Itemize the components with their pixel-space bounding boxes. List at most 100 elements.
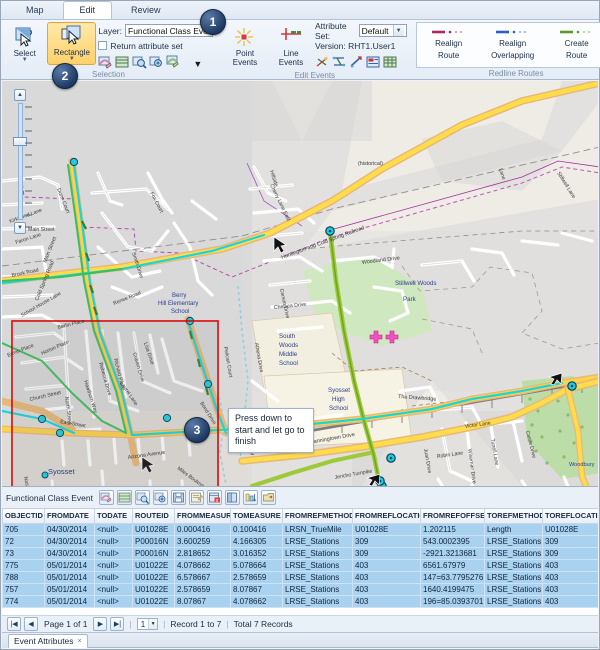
select-button[interactable]: Select ▼ [4, 23, 45, 66]
next-page-button[interactable]: ▶ [93, 617, 108, 631]
table-cell[interactable]: 1640.4199475 [420, 582, 485, 596]
edit-record-icon[interactable] [188, 490, 204, 505]
table-cell[interactable]: <null> [94, 594, 133, 608]
zoom-in-button[interactable]: ▲ [14, 89, 26, 101]
table-cell[interactable]: P00016N [132, 534, 175, 548]
event-attributes-icon[interactable] [366, 55, 381, 69]
table-cell[interactable]: 309 [542, 546, 598, 560]
table-cell[interactable]: U01022E [132, 558, 175, 572]
table-cell[interactable]: 147=63.7795276 [420, 570, 485, 584]
table-cell[interactable]: <null> [94, 582, 133, 596]
table-cell[interactable]: 72 [2, 534, 45, 548]
table-cell[interactable]: U01028E [542, 522, 598, 536]
table-column-header[interactable]: TOREFMETHOD [484, 509, 543, 524]
chevron-down-icon[interactable]: ▼ [21, 57, 28, 63]
table-cell[interactable]: Length [484, 522, 543, 536]
table-cell[interactable]: 403 [352, 570, 421, 584]
table-cell[interactable]: 05/01/2014 [44, 558, 95, 572]
table-cell[interactable]: 775 [2, 558, 45, 572]
select-by-attribute-icon[interactable] [149, 55, 164, 69]
table-row[interactable]: 757 05/01/2014 <null> U01022E 2.578659 8.0786… [2, 582, 598, 596]
chevron-down-icon[interactable]: ▼ [148, 619, 158, 629]
table-cell[interactable]: LRSE_Stations [282, 546, 353, 560]
table-column-header[interactable]: OBJECTID [2, 509, 45, 524]
table-cell[interactable]: LRSE_Stations [484, 582, 543, 596]
zoom-to-selected-icon[interactable] [134, 490, 150, 505]
save-edits-icon[interactable] [170, 490, 186, 505]
table-row[interactable]: 788 05/01/2014 <null> U01022E 6.578667 2.5786… [2, 570, 598, 584]
table-cell[interactable]: 4.078662 [230, 594, 283, 608]
table-cell[interactable]: U01022E [132, 582, 175, 596]
table-cell[interactable]: LRSN_TrueMile [282, 522, 353, 536]
table-cell[interactable]: U01028E [132, 522, 175, 536]
table-cell[interactable]: 5.078664 [230, 558, 283, 572]
table-cell[interactable]: 309 [352, 534, 421, 548]
export-icon[interactable] [260, 490, 276, 505]
table-cell[interactable]: 04/30/2014 [44, 522, 95, 536]
event-table-icon[interactable] [383, 55, 398, 69]
tab-map[interactable]: Map [26, 5, 44, 15]
table-cell[interactable]: LRSE_Stations [282, 534, 353, 548]
table-column-header[interactable]: FROMREFOFFSET [420, 509, 485, 524]
last-page-button[interactable]: ▶| [110, 617, 125, 631]
prev-page-button[interactable]: ◀ [24, 617, 38, 631]
table-cell[interactable]: 2.578659 [174, 582, 231, 596]
tab-edit[interactable]: Edit [62, 1, 113, 19]
create-route-button[interactable]: Create Route [545, 23, 600, 67]
table-cell[interactable]: U01022E [132, 570, 175, 584]
zoom-thumb[interactable] [13, 137, 27, 146]
table-column-header[interactable]: TODATE [94, 509, 133, 524]
retire-event-icon[interactable] [315, 55, 330, 69]
table-column-header[interactable]: TOMEASURE [230, 509, 283, 524]
table-cell[interactable]: 403 [542, 594, 598, 608]
sort-icon[interactable] [242, 490, 258, 505]
table-cell[interactable]: 403 [542, 558, 598, 572]
table-cell[interactable]: 4.078662 [174, 558, 231, 572]
table-column-header[interactable]: ROUTEID [132, 509, 175, 524]
table-cell[interactable]: 6.578667 [174, 570, 231, 584]
table-cell[interactable]: 309 [352, 546, 421, 560]
line-events-button[interactable]: Line Events [269, 23, 313, 70]
show-all-icon[interactable] [116, 490, 132, 505]
table-cell[interactable]: 4.166305 [230, 534, 283, 548]
chevron-down-icon[interactable]: ▼ [392, 25, 404, 36]
table-row[interactable]: 775 05/01/2014 <null> U01022E 4.078662 5.0786… [2, 558, 598, 572]
table-column-header[interactable]: FROMREFMETHOD [282, 509, 353, 524]
attribute-grid-wrapper[interactable]: OBJECTIDFROMDATETODATEROUTEIDFROMMEASURE… [2, 508, 598, 615]
table-cell[interactable]: LRSE_Stations [484, 546, 543, 560]
table-cell[interactable]: 05/01/2014 [44, 594, 95, 608]
table-cell[interactable]: 3.016352 [230, 546, 283, 560]
chevron-down-icon[interactable]: ▼ [193, 59, 203, 69]
clear-selection-icon[interactable] [98, 55, 113, 69]
table-cell[interactable]: 0.000416 [174, 522, 231, 536]
zoom-track[interactable] [18, 103, 23, 220]
table-column-header[interactable]: FROMDATE [44, 509, 95, 524]
table-cell[interactable]: P00016N [132, 546, 175, 560]
table-cell[interactable]: LRSE_Stations [484, 594, 543, 608]
table-row[interactable]: 705 04/30/2014 <null> U01028E 0.000416 0.1004… [2, 522, 598, 536]
table-cell[interactable]: 196=85.0393701 [420, 594, 485, 608]
chevron-down-icon[interactable]: ▼ [68, 56, 75, 62]
copy-record-icon[interactable] [224, 490, 240, 505]
zoom-out-button[interactable]: ▼ [14, 222, 26, 234]
table-cell[interactable]: LRSE_Stations [282, 582, 353, 596]
table-cell[interactable]: <null> [94, 546, 133, 560]
table-cell[interactable]: U01028E [352, 522, 421, 536]
table-cell[interactable]: 73 [2, 546, 45, 560]
table-cell[interactable]: 403 [542, 582, 598, 596]
table-cell[interactable]: LRSE_Stations [282, 594, 353, 608]
zoom-to-selection-icon[interactable] [132, 55, 147, 69]
table-cell[interactable]: 543.0002395 [420, 534, 485, 548]
table-cell[interactable]: LRSE_Stations [484, 534, 543, 548]
split-event-icon[interactable] [349, 55, 364, 69]
selection-table-icon[interactable] [115, 55, 130, 69]
table-column-header[interactable]: FROMREFLOCATION [352, 509, 421, 524]
delete-record-icon[interactable]: x [206, 490, 222, 505]
table-cell[interactable]: -2921.3213681 [420, 546, 485, 560]
table-cell[interactable]: <null> [94, 522, 133, 536]
table-cell[interactable]: 8.07867 [174, 594, 231, 608]
close-icon[interactable]: × [77, 637, 82, 645]
page-size-spinner[interactable]: 1 ▼ [136, 618, 159, 630]
table-cell[interactable]: 3.600259 [174, 534, 231, 548]
